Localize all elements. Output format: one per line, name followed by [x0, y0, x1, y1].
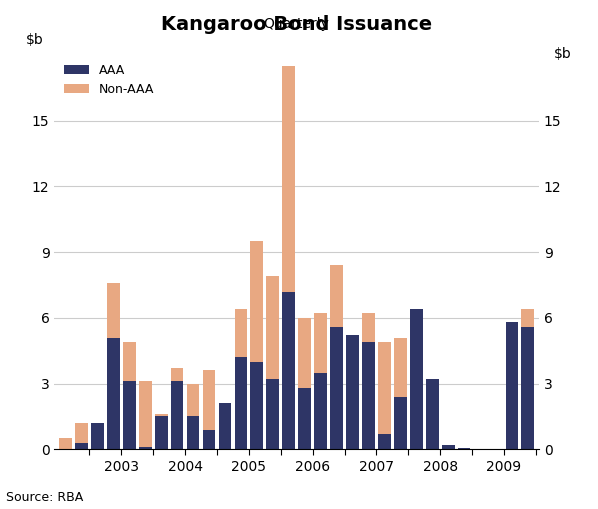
Y-axis label: $b: $b — [26, 33, 44, 47]
Bar — [187, 383, 200, 416]
Bar — [139, 447, 152, 449]
Bar — [378, 434, 390, 449]
Bar — [59, 438, 72, 449]
Bar — [155, 416, 167, 449]
Bar — [234, 309, 247, 357]
Bar — [123, 381, 136, 449]
Bar — [266, 379, 279, 449]
Bar — [251, 241, 263, 361]
Title: Kangaroo Bond Issuance: Kangaroo Bond Issuance — [161, 15, 432, 34]
Bar — [457, 448, 471, 449]
Bar — [410, 309, 423, 449]
Bar — [330, 327, 343, 449]
Bar — [521, 327, 534, 449]
Bar — [107, 337, 120, 449]
Legend: AAA, Non-AAA: AAA, Non-AAA — [59, 59, 160, 101]
Bar — [362, 314, 375, 342]
Bar — [346, 335, 359, 449]
Bar — [251, 361, 263, 449]
Text: Source: RBA: Source: RBA — [6, 491, 83, 504]
Bar — [426, 379, 438, 449]
Bar — [442, 445, 454, 449]
Bar — [282, 66, 295, 292]
Bar — [155, 414, 167, 416]
Bar — [362, 342, 375, 449]
Bar — [203, 371, 215, 430]
Bar — [187, 416, 200, 449]
Bar — [521, 309, 534, 327]
Bar — [139, 381, 152, 447]
Bar — [314, 314, 327, 373]
Bar — [378, 342, 390, 434]
Bar — [171, 368, 184, 381]
Bar — [171, 381, 184, 449]
Bar — [123, 342, 136, 381]
Bar — [282, 292, 295, 449]
Bar — [234, 357, 247, 449]
Bar — [203, 430, 215, 449]
Bar — [266, 276, 279, 379]
Bar — [91, 423, 104, 449]
Bar — [75, 423, 88, 443]
Bar — [505, 322, 518, 449]
Y-axis label: $b: $b — [554, 47, 572, 61]
Bar — [298, 388, 311, 449]
Bar — [394, 337, 407, 397]
Bar — [75, 443, 88, 449]
Bar — [314, 373, 327, 449]
Bar — [219, 403, 231, 449]
Bar — [394, 397, 407, 449]
Text: Quarterly: Quarterly — [264, 17, 329, 32]
Bar — [107, 283, 120, 337]
Bar — [298, 318, 311, 388]
Bar — [330, 265, 343, 327]
